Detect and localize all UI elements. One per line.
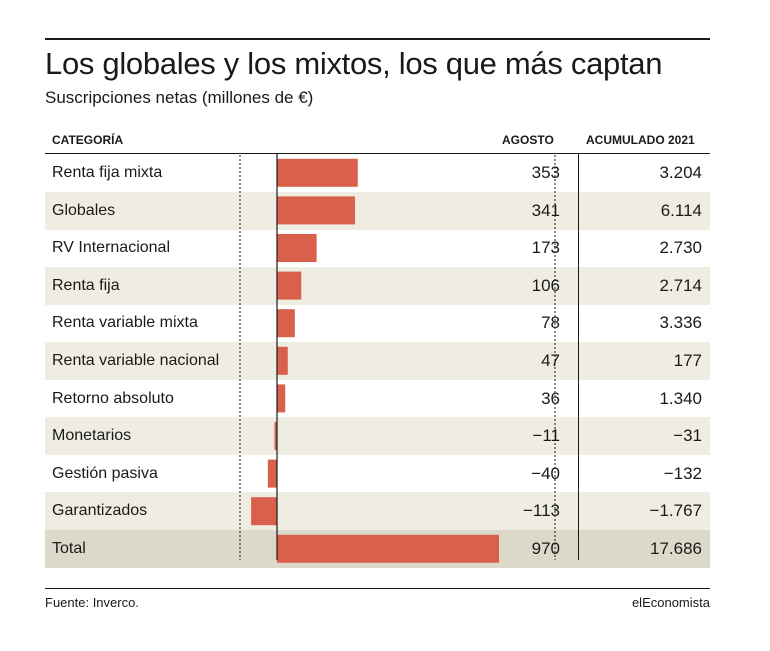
brand-logo: elEconomista [631,595,710,610]
acumulado-value: 2.714 [659,275,702,295]
bottom-rule [45,588,710,589]
bar-renta-variable-nacional [277,346,288,375]
bar-renta-variable-mixta [277,309,295,338]
bar-monetarios [274,422,277,450]
bar-renta-fija-mixta [277,158,358,187]
category-label: Garantizados [52,502,148,520]
table-row: Renta fija 106 2.714 [45,266,710,305]
category-label: Renta variable nacional [52,352,220,369]
bar-retorno-absoluto [277,384,286,413]
category-label: Total [52,540,86,557]
category-label: RV Internacional [52,239,170,257]
chart-title: Los globales y los mixtos, los que más c… [45,46,663,81]
agosto-value: −113 [522,501,560,521]
agosto-value: −11 [532,426,560,446]
acumulado-value: 2.730 [659,238,702,258]
bar-rv-internacional [277,234,317,262]
acumulado-value: −1.767 [649,501,702,521]
bar-gestión-pasiva [267,459,277,488]
header-rule [45,153,710,154]
acumulado-value: 6.114 [660,200,702,220]
category-label: Renta fija mixta [52,164,163,181]
agosto-value: −40 [531,463,560,483]
bar-globales [277,196,356,225]
bar-total [277,534,499,563]
header-categoria: CATEGORÍA [52,133,124,147]
acumulado-value: 17.686 [650,539,702,558]
agosto-value: 970 [531,539,560,558]
category-label: Retorno absoluto [52,389,174,407]
acumulado-value: −31 [673,426,702,446]
category-label: Globales [52,201,116,219]
acumulado-value: 177 [673,351,702,370]
agosto-value: 173 [531,238,560,258]
table-row: Renta variable mixta 78 3.336 [45,304,710,342]
agosto-value: 341 [531,200,560,220]
category-label: Monetarios [52,427,132,445]
agosto-value: 36 [541,388,560,408]
table-row: Retorno absoluto 36 1.340 [45,380,710,418]
category-label: Renta variable mixta [52,314,198,332]
bar-garantizados [251,497,277,526]
acumulado-value: 3.336 [659,313,702,333]
top-rule [45,38,710,40]
table-row: Gestión pasiva −40 −132 [45,455,710,493]
source-note: Fuente: Inverco. [45,595,139,610]
category-label: Renta fija [52,276,120,294]
bar-renta-fija [277,271,302,300]
acumulado-value: −132 [663,463,702,483]
column-separator [578,154,579,560]
header-agosto: AGOSTO [502,133,554,147]
chart-subtitle: Suscripciones netas (millones de €) [45,88,314,107]
table-row: Monetarios −11 −31 [45,417,710,456]
table-row: Renta fija mixta 353 3.204 [45,154,710,192]
acumulado-value: 3.204 [659,163,702,182]
table-row: Garantizados −113 −1.767 [45,492,710,531]
table-row: RV Internacional 173 2.730 [45,229,710,267]
header-acumulado: ACUMULADO 2021 [586,133,695,147]
agosto-value: 353 [531,163,560,182]
agosto-value: 106 [531,275,560,295]
table-row: Globales 341 6.114 [45,191,710,230]
category-label: Gestión pasiva [52,464,158,482]
acumulado-value: 1.340 [659,388,702,408]
